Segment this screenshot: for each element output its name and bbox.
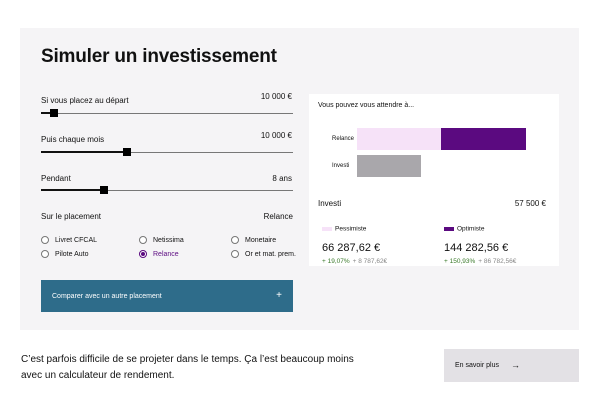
- radio-dot[interactable]: [41, 236, 49, 244]
- duration-label: Pendant: [41, 174, 71, 183]
- radio-label: Pilote Auto: [55, 250, 89, 258]
- arrow-right-icon: →: [511, 360, 520, 370]
- scenario-pct: + 150,93%: [444, 258, 476, 265]
- page-title: Simuler un investissement: [41, 46, 277, 67]
- radio-dot[interactable]: [231, 236, 239, 244]
- placement-value: Relance: [263, 212, 293, 221]
- radio-dot[interactable]: [139, 236, 147, 244]
- radio-monetaire[interactable]: Monetaire: [231, 236, 276, 244]
- monthly-amount-slider-thumb[interactable]: [122, 148, 131, 156]
- bar-relance-optimist: [441, 128, 526, 150]
- scenario-amount: 66 287,62 €: [322, 242, 381, 254]
- learn-more-label: En savoir plus: [455, 362, 499, 369]
- initial-amount-label: Si vous placez au départ: [41, 96, 129, 105]
- radio-livret-cfcal[interactable]: Livret CFCAL: [41, 236, 97, 244]
- invested-value: 57 500 €: [514, 199, 546, 208]
- monthly-amount-slider[interactable]: [41, 148, 293, 156]
- radio-label: Monetaire: [245, 236, 277, 244]
- initial-amount-value: 10 000 €: [260, 92, 292, 101]
- initial-amount-slider[interactable]: [41, 109, 293, 117]
- invested-label: Investi: [318, 199, 342, 208]
- radio-pilote-auto[interactable]: Pilote Auto: [41, 250, 88, 258]
- placement-label: Sur le placement: [41, 212, 102, 221]
- initial-amount-slider-fill: [41, 112, 54, 114]
- bar-investi: [357, 155, 421, 177]
- scenario-name: Optimiste: [457, 225, 485, 233]
- radio-label: Netissima: [153, 236, 184, 244]
- radio-label: Relance: [153, 250, 179, 258]
- radio-label: Or et mat. prem.: [245, 250, 296, 258]
- promo-text: C’est parfois difficile de se projeter d…: [21, 354, 354, 381]
- radio-relance[interactable]: Relance: [139, 250, 179, 258]
- scenario-name: Pessimiste: [335, 225, 367, 233]
- bar-label-relance: Relance: [332, 136, 355, 142]
- duration-slider-thumb[interactable]: [100, 186, 108, 194]
- scenario-optimist: Optimiste 144 282,56 € + 150,93% + 86 782…: [444, 220, 516, 265]
- scenario-pct: + 19,07%: [322, 258, 350, 265]
- optimist-swatch: [444, 226, 454, 231]
- initial-amount-slider-thumb[interactable]: [49, 109, 58, 117]
- radio-dot[interactable]: [231, 250, 239, 258]
- duration-value: 8 ans: [272, 174, 292, 183]
- scenario-pessimist: Pessimiste 66 287,62 € + 19,07% + 8 787,6…: [322, 220, 387, 265]
- radio-label: Livret CFCAL: [55, 236, 98, 244]
- monthly-amount-value: 10 000 €: [260, 131, 292, 140]
- scenario-abs: + 86 782,56€: [478, 258, 517, 265]
- monthly-amount-slider-fill: [41, 151, 127, 153]
- plus-icon: +: [276, 290, 282, 301]
- scenario-abs: + 8 787,62€: [352, 258, 388, 265]
- radio-dot[interactable]: [139, 250, 147, 258]
- duration-slider-fill: [41, 189, 104, 191]
- results-panel: Vous pouvez vous attendre à... Relance I…: [309, 94, 559, 266]
- pessimist-swatch: [322, 226, 332, 231]
- compare-button[interactable]: Comparer avec un autre placement +: [41, 280, 293, 312]
- monthly-amount-label: Puis chaque mois: [41, 135, 105, 144]
- compare-button-label: Comparer avec un autre placement: [52, 293, 162, 300]
- results-header: Vous pouvez vous attendre à...: [318, 102, 415, 109]
- radio-netissima[interactable]: Netissima: [139, 236, 184, 244]
- duration-slider[interactable]: [41, 186, 293, 194]
- scenario-amount: 144 282,56 €: [444, 242, 509, 254]
- bar-relance-pessimist: [357, 128, 441, 150]
- radio-or-mat-prem[interactable]: Or et mat. prem.: [231, 250, 296, 258]
- bar-label-investi: Investi: [332, 163, 350, 169]
- radio-dot[interactable]: [41, 250, 49, 258]
- learn-more-button[interactable]: En savoir plus →: [444, 349, 579, 382]
